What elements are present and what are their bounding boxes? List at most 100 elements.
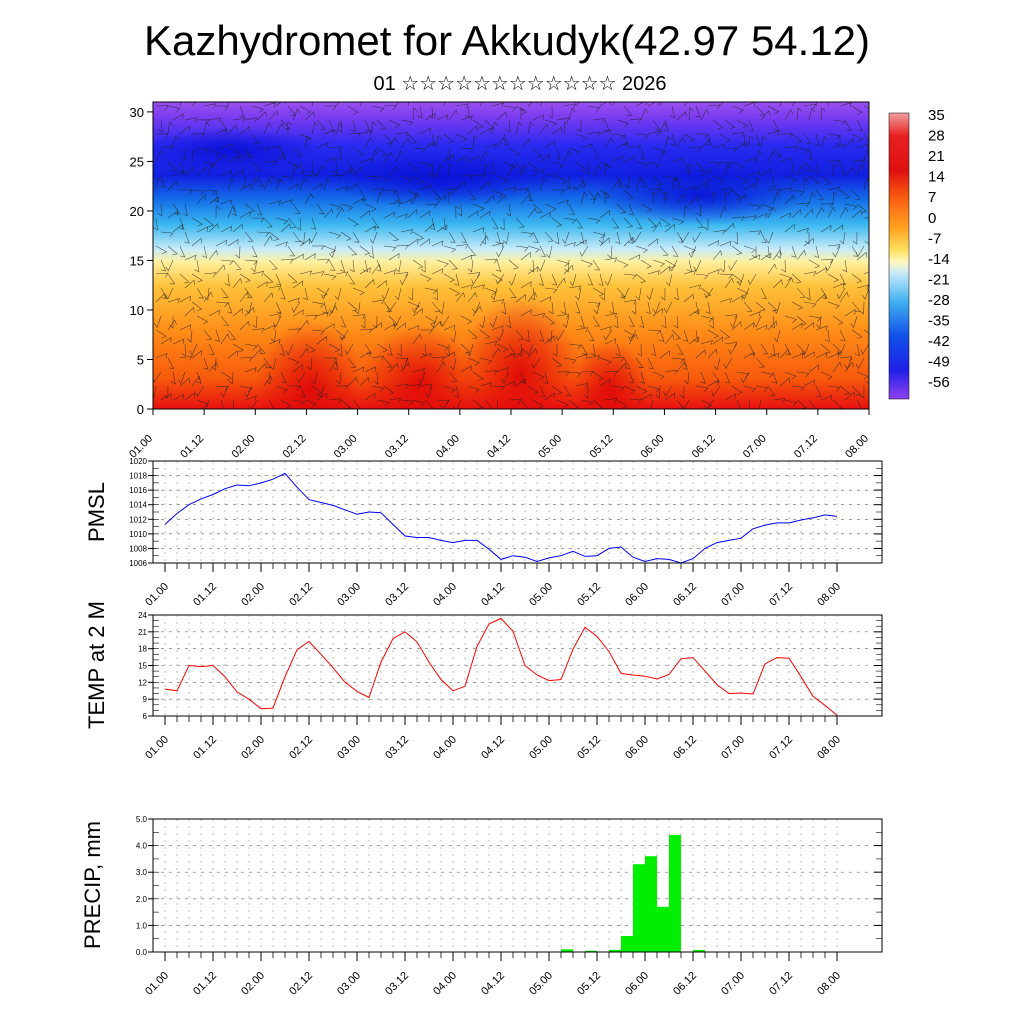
- wind-barb: [167, 357, 175, 369]
- wind-barb: [383, 357, 393, 368]
- wind-barb: [479, 180, 490, 191]
- wind-barb: [623, 329, 636, 339]
- wind-barb: [184, 166, 195, 177]
- wind-barb: [268, 231, 280, 241]
- wind-barb: [784, 343, 791, 356]
- x-tick-label: 03.12: [383, 970, 411, 998]
- wind-barb: [388, 397, 402, 403]
- wind-barb: [635, 287, 642, 301]
- wind-barb: [335, 121, 343, 135]
- wind-barb: [604, 312, 618, 318]
- wind-barb: [688, 163, 694, 177]
- wind-barb: [400, 357, 409, 370]
- wind-barb: [791, 208, 802, 219]
- wind-barb: [179, 377, 190, 387]
- wind-barb: [760, 110, 771, 121]
- x-tick-label: 03.12: [383, 734, 411, 762]
- wind-barb: [814, 133, 820, 147]
- wind-barb: [820, 175, 832, 186]
- wind-barb: [431, 189, 442, 200]
- wind-barb: [587, 189, 597, 200]
- wind-barb: [712, 175, 725, 184]
- wind-barb: [665, 273, 673, 287]
- temp-x-axis: 01.00 01.12 02.00 02.12 03.00 03.12 04.00 04.12…: [143, 716, 843, 762]
- wind-barb: [275, 178, 284, 191]
- wind-barb: [479, 150, 489, 163]
- wind-barb: [562, 315, 570, 329]
- wind-barb: [683, 161, 691, 173]
- wind-barb: [436, 114, 449, 121]
- wind-barb: [191, 375, 201, 387]
- wind-barb: [299, 270, 313, 276]
- wind-barb: [868, 119, 869, 120]
- wind-barb: [724, 191, 730, 205]
- wind-barb: [676, 111, 687, 121]
- wind-barb: [371, 355, 385, 361]
- wind-barb: [296, 371, 306, 383]
- wind-barb: [316, 311, 329, 317]
- wind-barb: [544, 315, 556, 325]
- chart-title: Kazhydromet for Akkudyk(42.97 54.12): [143, 17, 871, 64]
- wind-barb: [583, 385, 589, 399]
- wind-barb: [163, 385, 169, 399]
- y-tick-label: 1.0: [136, 921, 148, 930]
- wind-barb: [587, 355, 601, 361]
- wind-barb: [856, 399, 863, 409]
- x-tick-label: 02.12: [281, 433, 309, 461]
- wind-barb: [208, 163, 215, 177]
- wind-barb: [791, 353, 804, 359]
- wind-barb: [309, 161, 314, 175]
- wind-barb: [659, 245, 669, 256]
- wind-barb: [832, 143, 845, 150]
- wind-barb: [275, 122, 285, 135]
- wind-barb: [429, 133, 435, 147]
- wind-barb: [316, 119, 326, 130]
- wind-barb: [328, 174, 342, 180]
- wind-barb: [796, 371, 810, 378]
- wind-barb: [292, 108, 301, 121]
- wind-barb: [531, 357, 541, 369]
- wind-barb: [575, 287, 582, 301]
- wind-barb: [748, 399, 750, 409]
- wind-barb: [395, 213, 408, 219]
- wind-barb: [568, 203, 575, 215]
- wind-barb: [575, 239, 587, 247]
- wind-barb: [796, 227, 809, 234]
- wind-barb: [467, 329, 478, 340]
- precip-panel: 0.01.02.03.04.05.0 01.00 01.12 02.00 02.12 0…: [80, 815, 883, 998]
- wind-barb: [191, 102, 202, 107]
- wind-barb: [208, 196, 219, 205]
- wind-barb: [412, 399, 426, 407]
- wind-barb: [323, 208, 334, 219]
- wind-barb: [340, 168, 352, 177]
- wind-barb: [203, 291, 213, 303]
- wind-barb: [791, 102, 796, 107]
- wind-barb: [599, 128, 612, 135]
- wind-barb: [227, 238, 239, 247]
- wind-barb: [172, 113, 184, 121]
- wind-barb: [170, 371, 176, 385]
- wind-barb: [532, 313, 546, 319]
- wind-barb: [647, 130, 661, 136]
- x-tick-label: 02.12: [287, 581, 315, 609]
- wind-barb: [676, 193, 686, 205]
- wind-barb: [244, 231, 254, 242]
- wind-barb: [676, 231, 684, 243]
- wind-barb: [652, 221, 662, 233]
- wind-barb: [719, 161, 733, 167]
- wind-barb: [680, 399, 690, 409]
- precip-y-axis: 0.0 1.0 2.0 3.0 4.0 5.0: [136, 815, 882, 957]
- wind-barb: [419, 210, 431, 219]
- wind-barb: [251, 348, 262, 359]
- wind-barb: [316, 164, 325, 177]
- wind-barb: [383, 323, 395, 331]
- wind-barb: [755, 357, 765, 368]
- wind-barb: [484, 399, 493, 409]
- wind-barb: [263, 178, 272, 191]
- wind-barb: [832, 282, 845, 289]
- wind-barb: [196, 194, 207, 205]
- wind-barb: [544, 392, 555, 401]
- wind-barb: [803, 161, 813, 172]
- wind-barb: [724, 163, 731, 177]
